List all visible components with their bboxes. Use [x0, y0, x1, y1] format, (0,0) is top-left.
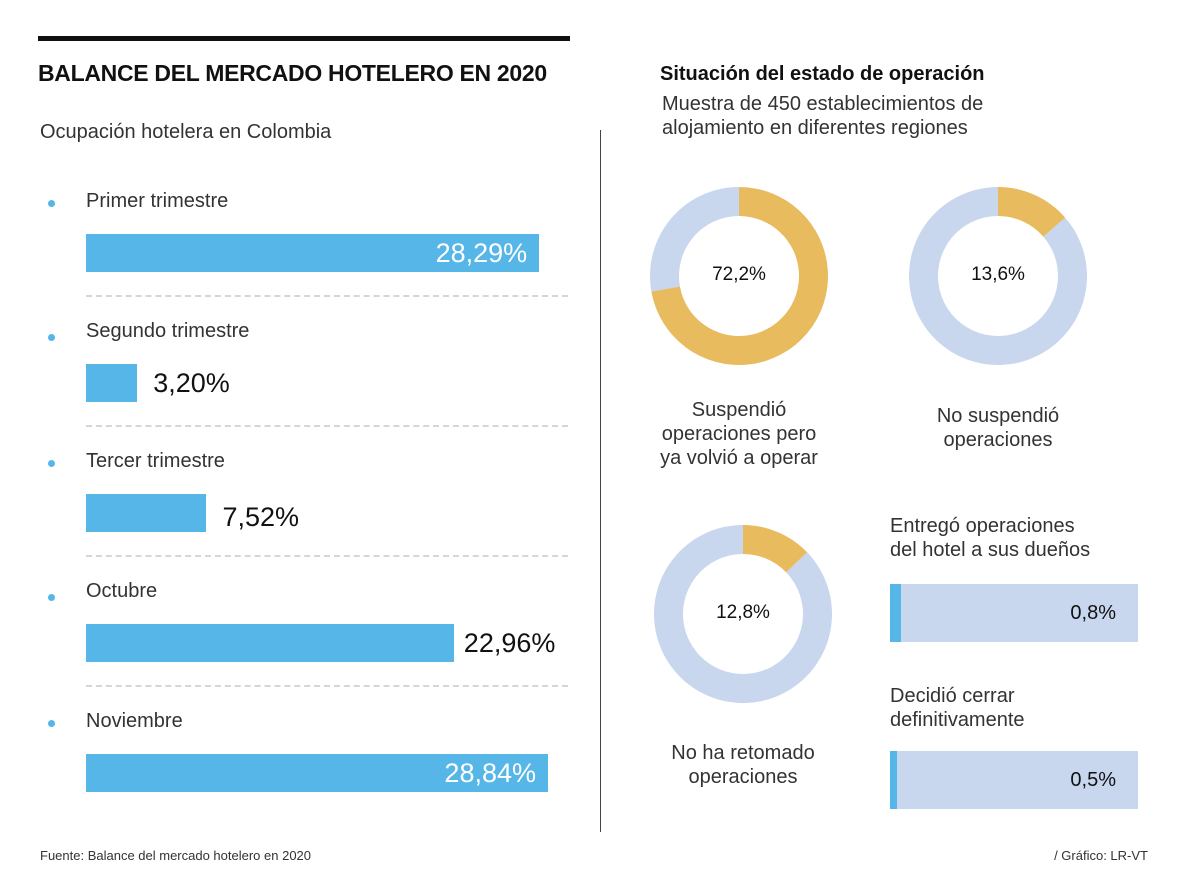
bar — [86, 754, 548, 792]
bar-category-label: Segundo trimestre — [86, 320, 250, 342]
bullet-dot — [48, 460, 55, 467]
bar-value-label: 22,96% — [463, 628, 556, 658]
closure-bar-track: 0,8% — [890, 584, 1138, 642]
bar — [86, 494, 207, 532]
closure-bar-title-line: Decidió cerrar — [890, 685, 1015, 707]
dashed-separator — [86, 425, 568, 427]
closure-bar-title: Decidió cerrar definitivamente — [890, 684, 1025, 732]
bar-category-label: Octubre — [86, 580, 158, 602]
closure-bar-title-line: Entregó operaciones — [890, 515, 1075, 537]
bar-value-label: 28,84% — [444, 758, 536, 788]
bar-category-label: Primer trimestre — [86, 190, 229, 212]
dashed-separator — [86, 295, 568, 297]
donut-caption: Suspendió operaciones pero ya volvió a ope… — [629, 398, 849, 470]
closure-bar-value: 0,8% — [1070, 602, 1116, 624]
bar-value-label: 3,20% — [153, 368, 230, 398]
right-subtitle-line2: alojamiento en diferentes regiones — [662, 117, 968, 139]
closure-bar-title-line: definitivamente — [890, 709, 1025, 731]
donut-caption-line: operaciones — [688, 766, 798, 788]
main-title: BALANCE DEL MERCADO HOTELERO EN 2020 — [38, 60, 547, 86]
footer-source: Fuente: Balance del mercado hotelero en … — [40, 848, 312, 863]
donut-value-slice — [743, 525, 808, 573]
donut-value-slice — [998, 187, 1066, 237]
donut-caption-line: No ha retomado — [671, 742, 815, 764]
bar-value-label: 7,52% — [222, 502, 300, 532]
donut-caption-line: operaciones — [943, 429, 1053, 451]
bar-value-label: 28,29% — [435, 238, 528, 268]
donut-caption: No suspendió operaciones — [888, 404, 1108, 452]
closure-bar-title-line: del hotel a sus dueños — [890, 539, 1091, 561]
bar-category-label: Tercer trimestre — [86, 450, 225, 472]
right-subtitle: Muestra de 450 establecimientos de aloja… — [662, 92, 983, 140]
closure-bar-track: 0,5% — [890, 751, 1138, 809]
closure-bar-title: Entregó operaciones del hotel a sus dueño… — [890, 514, 1090, 562]
bar — [86, 234, 540, 272]
donut-caption-line: ya volvió a operar — [660, 447, 818, 469]
donut-center-value: 72,2% — [712, 264, 766, 285]
dashed-separator — [86, 555, 568, 557]
closure-bar-fill — [890, 751, 897, 809]
right-title: Situación del estado de operación — [660, 63, 985, 85]
dashed-separator — [86, 685, 568, 687]
donut-caption-line: No suspendió — [936, 405, 1060, 427]
top-rule — [38, 36, 570, 41]
bullet-dot — [48, 200, 55, 207]
bar-chart-subtitle: Ocupación hotelera en Colombia — [40, 121, 332, 143]
donut-caption: No ha retomado operaciones — [633, 741, 853, 789]
closure-bar-fill — [890, 584, 901, 642]
bar — [86, 624, 454, 662]
bullet-dot — [48, 334, 55, 341]
bar-category-label: Noviembre — [86, 710, 183, 732]
donut-center-value: 13,6% — [971, 264, 1025, 285]
vertical-divider — [600, 130, 601, 832]
donut-caption-line: operaciones pero — [661, 423, 817, 445]
bullet-dot — [48, 720, 55, 727]
donut-caption-line: Suspendió — [691, 399, 787, 421]
closure-bar-value: 0,5% — [1070, 769, 1116, 791]
bullet-dot — [48, 594, 55, 601]
footer-credit: / Gráfico: LR-VT — [1054, 848, 1148, 863]
right-subtitle-line1: Muestra de 450 establecimientos de — [662, 93, 984, 115]
donut-center-value: 12,8% — [716, 602, 770, 623]
bar — [86, 364, 138, 402]
